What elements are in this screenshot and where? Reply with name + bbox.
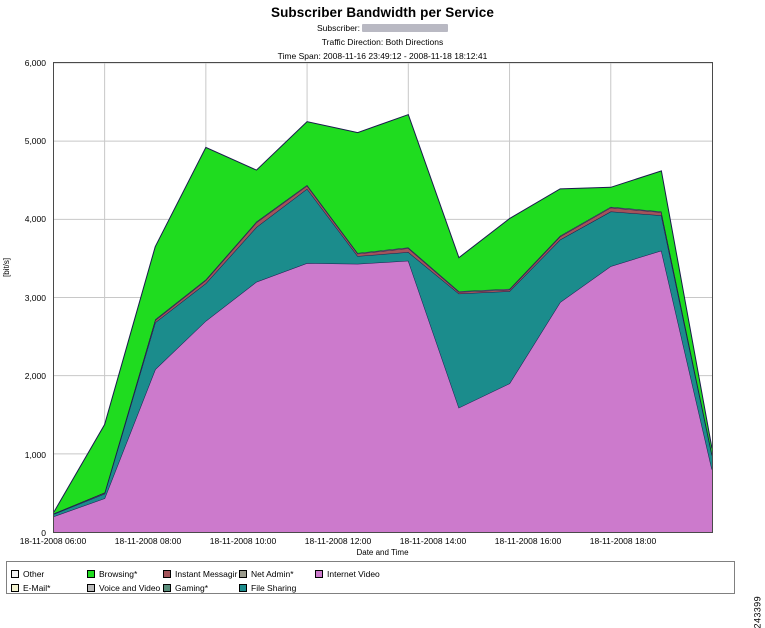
plot-area [53,62,713,533]
legend-label-email: E-Mail* [23,583,51,593]
traffic-direction-line: Traffic Direction: Both Directions [321,37,444,47]
y-tick-0: 0 [41,528,46,538]
legend-label-voice-and-video-calls: Voice and Video ( [99,583,166,593]
page-title: Subscriber Bandwidth per Service [270,5,495,20]
title-block: Subscriber Bandwidth per Service Subscri… [0,5,765,62]
legend-label-net-admin: Net Admin* [251,569,294,579]
x-tick-5: 18-11-2008 16:00 [494,536,562,546]
legend-item-gaming[interactable]: Gaming* [163,578,209,593]
legend-swatch-voice-and-video-calls [87,584,95,592]
legend-item-internet-video[interactable]: Internet Video [315,564,380,579]
subscriber-label: Subscriber: [317,23,360,33]
y-tick-5000: 5,000 [24,136,46,146]
y-tick-4000: 4,000 [24,214,46,224]
x-tick-1: 18-11-2008 08:00 [114,536,182,546]
x-tick-4: 18-11-2008 14:00 [399,536,467,546]
legend-label-instant-messaging: Instant Messagir [175,569,238,579]
chart-page: Subscriber Bandwidth per Service Subscri… [0,5,765,628]
y-tick-6000: 6,000 [24,58,46,68]
legend-swatch-instant-messaging [163,570,171,578]
legend-swatch-internet-video [315,570,323,578]
legend-swatch-browsing [87,570,95,578]
legend-item-instant-messaging[interactable]: Instant Messagir [163,564,238,579]
legend-swatch-email [11,584,19,592]
x-tick-3: 18-11-2008 12:00 [304,536,372,546]
time-span-line: Time Span: 2008-11-16 23:49:12 - 2008-11… [277,51,488,61]
legend-item-file-sharing[interactable]: File Sharing [239,578,297,593]
y-tick-2000: 2,000 [24,371,46,381]
y-tick-3000: 3,000 [24,293,46,303]
area-instant-messaging [54,185,712,515]
y-tick-1000: 1,000 [24,450,46,460]
legend-label-other: Other [23,569,45,579]
x-tick-0: 18-11-2008 06:00 [19,536,87,546]
area-internet-video [54,250,712,532]
legend-label-browsing: Browsing* [99,569,138,579]
x-axis-label: Date and Time [356,548,409,557]
x-tick-6: 18-11-2008 18:00 [589,536,657,546]
legend-item-net-admin[interactable]: Net Admin* [239,564,294,579]
legend-item-browsing[interactable]: Browsing* [87,564,138,579]
area-chart-svg [54,63,712,532]
legend-item-other[interactable]: Other [11,564,45,579]
legend-item-email[interactable]: E-Mail* [11,578,51,593]
legend-label-gaming: Gaming* [175,583,209,593]
legend-item-voice-and-video-calls[interactable]: Voice and Video ( [87,578,166,593]
stacked-areas [54,113,712,532]
line-browsing [54,113,712,513]
x-tick-2: 18-11-2008 10:00 [209,536,277,546]
document-id: 243399 [752,596,762,628]
y-axis-label: [bit/s] [2,257,11,277]
legend-swatch-file-sharing [239,584,247,592]
legend: Other Browsing* Instant Messagir Net Adm… [6,561,735,594]
legend-swatch-gaming [163,584,171,592]
legend-label-internet-video: Internet Video [327,569,380,579]
area-browsing [54,114,712,514]
subscriber-line: Subscriber: [0,23,765,34]
subscriber-redacted [362,24,448,32]
legend-label-file-sharing: File Sharing [251,583,297,593]
legend-swatch-net-admin [239,570,247,578]
legend-swatch-other [11,570,19,578]
area-file-sharing [54,188,712,517]
